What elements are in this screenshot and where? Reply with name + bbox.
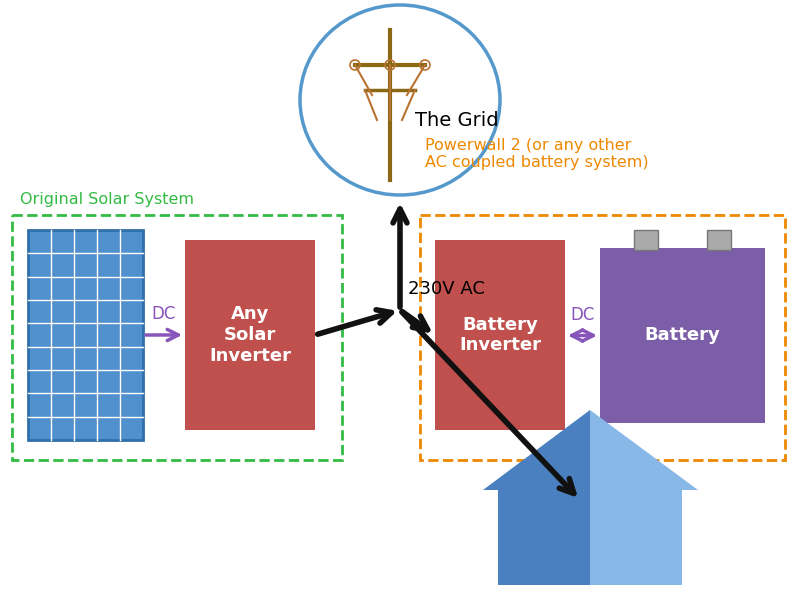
Text: 230V AC: 230V AC (408, 280, 485, 298)
Text: DC: DC (571, 305, 595, 323)
Bar (707, 230, 731, 250)
Bar (435, 240, 565, 430)
Bar (600, 248, 765, 423)
Text: The Grid: The Grid (415, 111, 499, 129)
Text: DC: DC (152, 305, 176, 323)
Bar (498, 490, 590, 585)
Text: Powerwall 2 (or any other
AC coupled battery system): Powerwall 2 (or any other AC coupled bat… (425, 138, 649, 170)
Bar (590, 490, 682, 585)
Bar (420, 215, 785, 460)
Polygon shape (483, 410, 590, 490)
Polygon shape (590, 410, 698, 490)
Text: Battery
Inverter: Battery Inverter (459, 315, 541, 355)
Text: Any
Solar
Inverter: Any Solar Inverter (209, 305, 291, 365)
Bar (634, 230, 658, 250)
Text: Battery: Battery (645, 326, 721, 344)
Text: Original Solar System: Original Solar System (20, 192, 194, 207)
Bar (185, 240, 315, 430)
Bar (28, 230, 143, 440)
Bar (12, 215, 342, 460)
